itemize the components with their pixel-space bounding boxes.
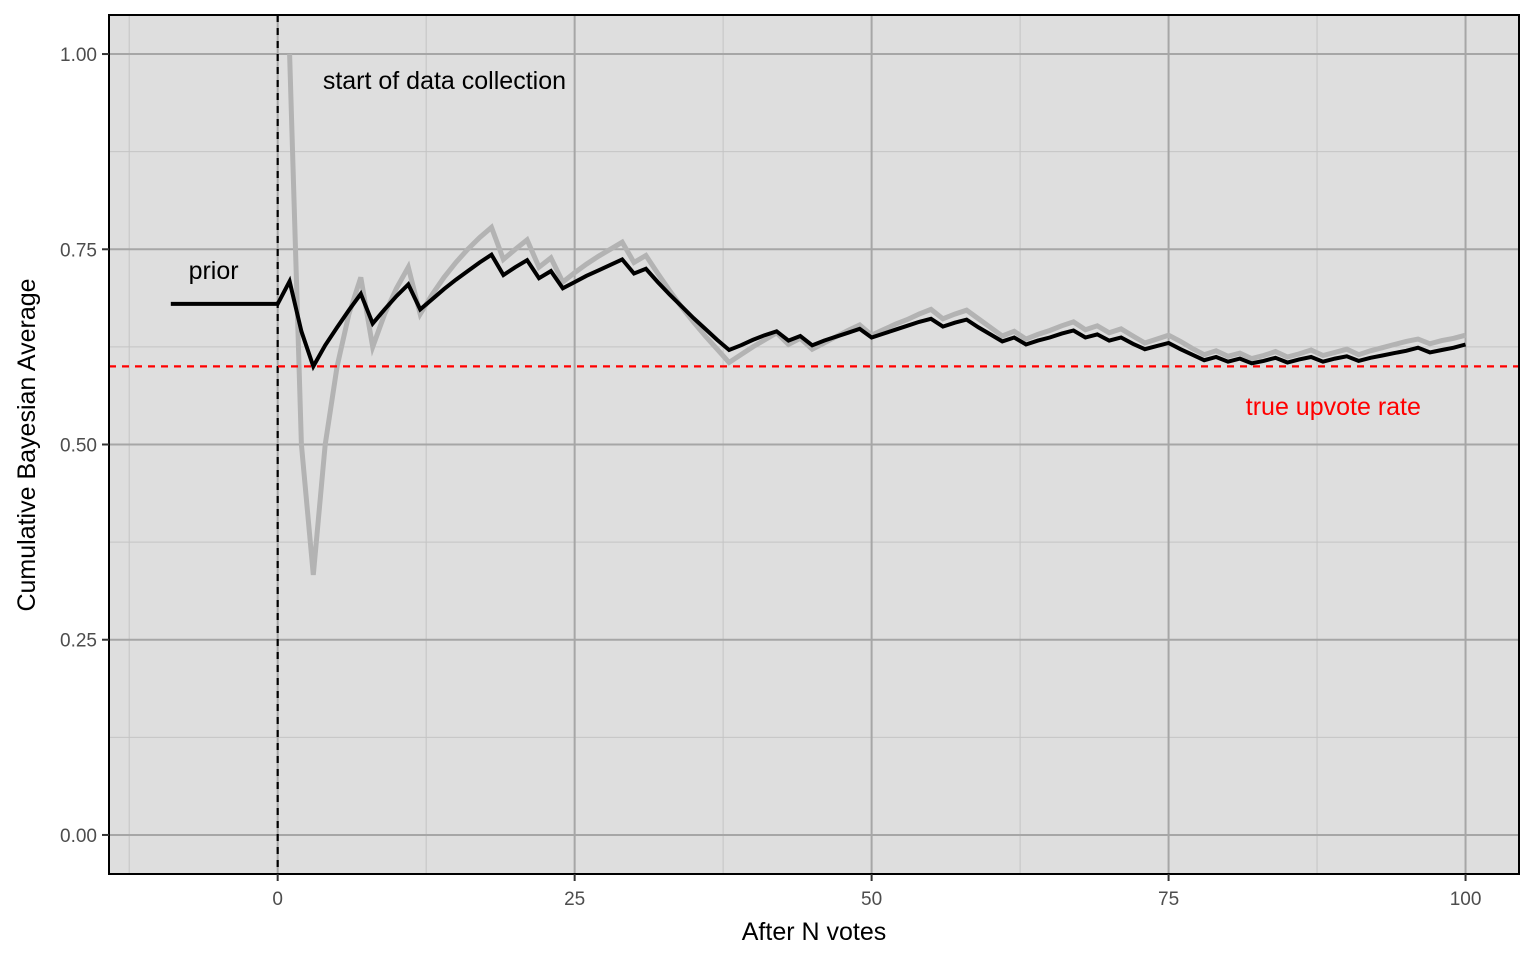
series-line-2 [170,251,1467,372]
x-axis: 0 25 50 75 100 [272,874,1481,910]
annotation-label: start of data collection [323,67,566,95]
y-axis: 0.00 0.25 0.50 0.75 1.00 [60,45,109,847]
x-tick-label: 100 [1450,889,1482,910]
y-tick-label: 0.75 [60,240,97,261]
x-tick-label: 50 [861,889,882,910]
x-tick-label: 75 [1158,889,1179,910]
y-tick-label: 0.25 [60,631,97,652]
series-layer [170,53,1467,576]
x-tick-label: 25 [564,889,585,910]
annotation-label: prior [189,257,239,285]
annotation-label: true upvote rate [1246,393,1421,421]
y-tick-label: 0.00 [60,826,97,847]
reference-lines [109,15,1519,874]
y-tick-label: 1.00 [60,45,97,66]
y-axis-title: Cumulative Bayesian Average [13,278,41,611]
x-tick-label: 0 [272,889,283,910]
x-axis-title: After N votes [742,918,887,946]
y-tick-label: 0.50 [60,436,97,457]
annotations: start of data collection prior true upvote… [189,67,1421,421]
series-line-1 [287,53,1467,576]
